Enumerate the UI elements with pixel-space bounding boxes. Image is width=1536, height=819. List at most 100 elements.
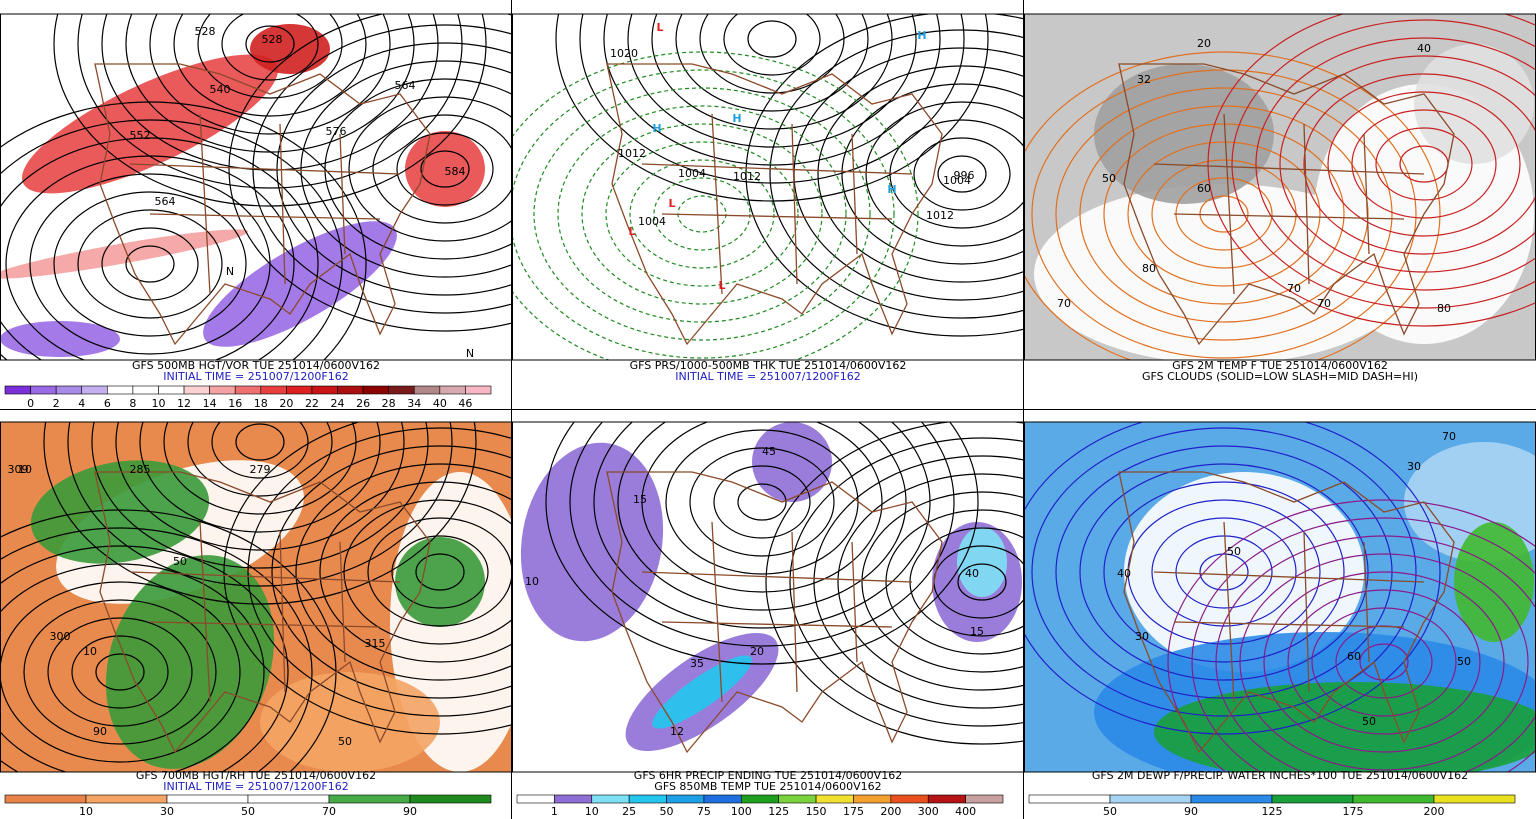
caption: GFS 2M DEWP F/PRECIP. WATER INCHES*100 T… xyxy=(1092,769,1468,782)
field-area xyxy=(21,54,279,194)
colorbar-label: 28 xyxy=(382,397,396,410)
colorbar-label: 125 xyxy=(768,805,789,818)
contour-label: 40 xyxy=(1117,567,1131,580)
contour xyxy=(593,422,931,629)
colorbar-swatch xyxy=(55,385,83,395)
contour xyxy=(1239,553,1529,771)
caption: GFS 700MB HGT/RH TUE 251014/0600V162 xyxy=(136,769,376,782)
colorbar-swatch xyxy=(1352,794,1435,804)
colorbar-label: 200 xyxy=(1424,805,1445,818)
contour xyxy=(837,473,1023,691)
map-inner: 30 40 50 30 60 50 70 50 xyxy=(1024,422,1535,772)
contour xyxy=(841,83,1023,265)
contour-label: 10 xyxy=(18,463,32,476)
map: 309 285 279 300 315 10 50 90 50 10 xyxy=(0,422,511,772)
colorbar-label: 12 xyxy=(177,397,191,410)
contour xyxy=(813,455,1023,709)
contour xyxy=(1127,141,1321,287)
contour xyxy=(533,87,871,341)
contour-label: 30 xyxy=(1135,630,1149,643)
contour xyxy=(1327,91,1521,237)
colorbar-swatch xyxy=(554,794,593,804)
colorbar-swatch xyxy=(362,385,389,395)
colorbar-label: 8 xyxy=(129,397,136,410)
contour-label: 35 xyxy=(690,657,704,670)
contour-label: 300 xyxy=(50,630,71,643)
colorbar-label: 24 xyxy=(331,397,345,410)
colorbar-swatch xyxy=(260,385,287,395)
contour xyxy=(1031,427,1417,717)
colorbar-label: 10 xyxy=(79,805,93,818)
colorbar-label: 2 xyxy=(53,397,60,410)
colorbar-swatch xyxy=(927,794,966,804)
colorbar-swatch xyxy=(965,794,1004,804)
contour-label: 12 xyxy=(670,725,684,738)
contour xyxy=(1303,73,1535,255)
map-bg xyxy=(512,14,1023,360)
colorbar-swatch xyxy=(388,385,415,395)
colorbar-swatch xyxy=(311,385,338,395)
contour xyxy=(295,463,511,681)
contour-label: 279 xyxy=(250,463,271,476)
contour-label: 996 xyxy=(954,169,975,182)
colorbar-label: 25 xyxy=(622,805,636,818)
contour xyxy=(1191,517,1535,772)
contour xyxy=(1231,19,1535,309)
contour xyxy=(889,119,1023,229)
contour xyxy=(557,105,847,323)
contour xyxy=(1167,499,1535,772)
contour xyxy=(1024,51,1441,360)
contour-label: 50 xyxy=(338,735,352,748)
colorbar-label: 40 xyxy=(433,397,447,410)
contour xyxy=(737,483,787,521)
contour xyxy=(745,14,1023,337)
colorbar-swatch xyxy=(413,385,441,395)
contour-label: 80 xyxy=(1142,262,1156,275)
colorbar-label: 6 xyxy=(104,397,111,410)
contour xyxy=(1175,535,1273,609)
contour xyxy=(675,14,869,112)
contour-label: 40 xyxy=(965,567,979,580)
colorbar-swatch xyxy=(247,794,330,804)
field-area xyxy=(203,221,397,347)
colorbar-swatch xyxy=(158,385,185,395)
coastline xyxy=(1118,471,1455,754)
contour xyxy=(53,191,247,337)
coastline xyxy=(606,471,943,754)
contour xyxy=(605,141,799,287)
contour xyxy=(235,423,285,461)
contour xyxy=(512,51,919,360)
contour xyxy=(53,14,487,207)
contour xyxy=(1079,105,1369,323)
colorbar-label: 16 xyxy=(228,397,242,410)
colorbar-label: 75 xyxy=(697,805,711,818)
contour xyxy=(211,422,309,479)
contour-label: L xyxy=(668,197,675,210)
contour xyxy=(1031,69,1417,359)
contour-label: 90 xyxy=(93,725,107,738)
contour xyxy=(653,177,751,251)
contour-label: 70 xyxy=(1317,297,1331,310)
map-inner: 528 540 552 564 576 584 528 564 N N xyxy=(0,14,511,360)
contour-label: 20 xyxy=(1197,37,1211,50)
contour xyxy=(163,422,357,515)
contour xyxy=(67,422,453,587)
colorbar-label: 26 xyxy=(356,397,370,410)
colorbar-swatch xyxy=(234,385,262,395)
colorbar-swatch xyxy=(4,385,31,395)
colorbar-swatch xyxy=(85,794,168,804)
contour-label: 584 xyxy=(445,165,466,178)
contour xyxy=(415,553,465,591)
colorbar-swatch xyxy=(337,385,364,395)
colorbar-label: 50 xyxy=(660,805,674,818)
contour xyxy=(1103,481,1345,663)
map-panel: 20 32 40 50 60 70 80 70 80 70 GFS 2M TEMP F TUE 25… xyxy=(1024,13,1536,383)
colorbar-swatch xyxy=(1028,794,1111,804)
colorbar-label: 18 xyxy=(254,397,268,410)
contour xyxy=(1055,87,1393,341)
contour-label: 285 xyxy=(130,463,151,476)
contour xyxy=(1351,109,1497,219)
colorbar-label: 150 xyxy=(806,805,827,818)
